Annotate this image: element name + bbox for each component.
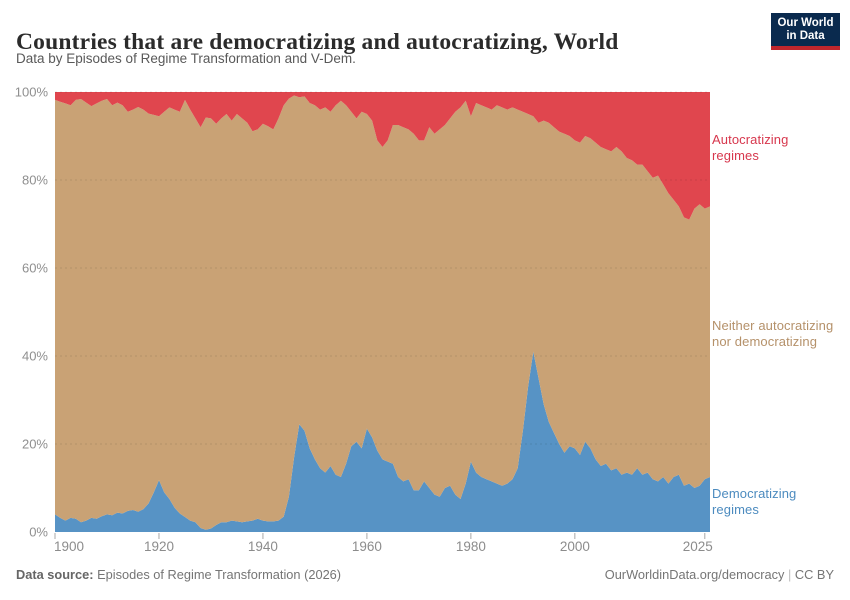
x-tick-label-2000: 2000 <box>560 539 590 554</box>
y-tick-label-100%: 100% <box>15 85 49 100</box>
x-tick-label-1940: 1940 <box>248 539 278 554</box>
x-tick-label-2025: 2025 <box>683 539 713 554</box>
owid-logo-text: Our World in Data <box>777 16 834 42</box>
series-label-autocratizing: Autocratizing regimes <box>712 132 789 163</box>
footer-links: OurWorldinData.org/democracy | CC BY <box>605 567 834 582</box>
x-tick-label-1920: 1920 <box>144 539 174 554</box>
area-autocratizing[interactable] <box>55 92 710 220</box>
data-source-line: Data source: Episodes of Regime Transfor… <box>16 567 341 582</box>
data-source-label: Data source: <box>16 567 94 582</box>
owid-logo[interactable]: Our World in Data <box>771 13 840 50</box>
footer-separator: | <box>788 567 792 582</box>
area-democratizing[interactable] <box>55 351 710 532</box>
chart-subtitle: Data by Episodes of Regime Transformatio… <box>16 51 356 66</box>
license-link[interactable]: CC BY <box>794 567 834 582</box>
y-tick-label-40%: 40% <box>22 349 48 364</box>
page-title: Countries that are democratizing and aut… <box>16 28 619 55</box>
x-tick-label-1900: 1900 <box>54 539 84 554</box>
chart-footer: Data source: Episodes of Regime Transfor… <box>16 567 834 582</box>
x-tick-label-1980: 1980 <box>456 539 486 554</box>
y-tick-label-60%: 60% <box>22 261 48 276</box>
owid-url-link[interactable]: OurWorldinData.org/democracy <box>604 567 785 582</box>
data-source-value: Episodes of Regime Transformation (2026) <box>97 567 342 582</box>
series-label-democratizing: Democratizing regimes <box>712 486 797 517</box>
y-tick-label-80%: 80% <box>22 173 48 188</box>
area-neither[interactable] <box>55 95 710 530</box>
y-tick-label-20%: 20% <box>22 437 48 452</box>
y-tick-label-0%: 0% <box>29 525 48 540</box>
series-label-neither: Neither autocratizing nor democratizing <box>712 318 834 349</box>
x-tick-label-1960: 1960 <box>352 539 382 554</box>
